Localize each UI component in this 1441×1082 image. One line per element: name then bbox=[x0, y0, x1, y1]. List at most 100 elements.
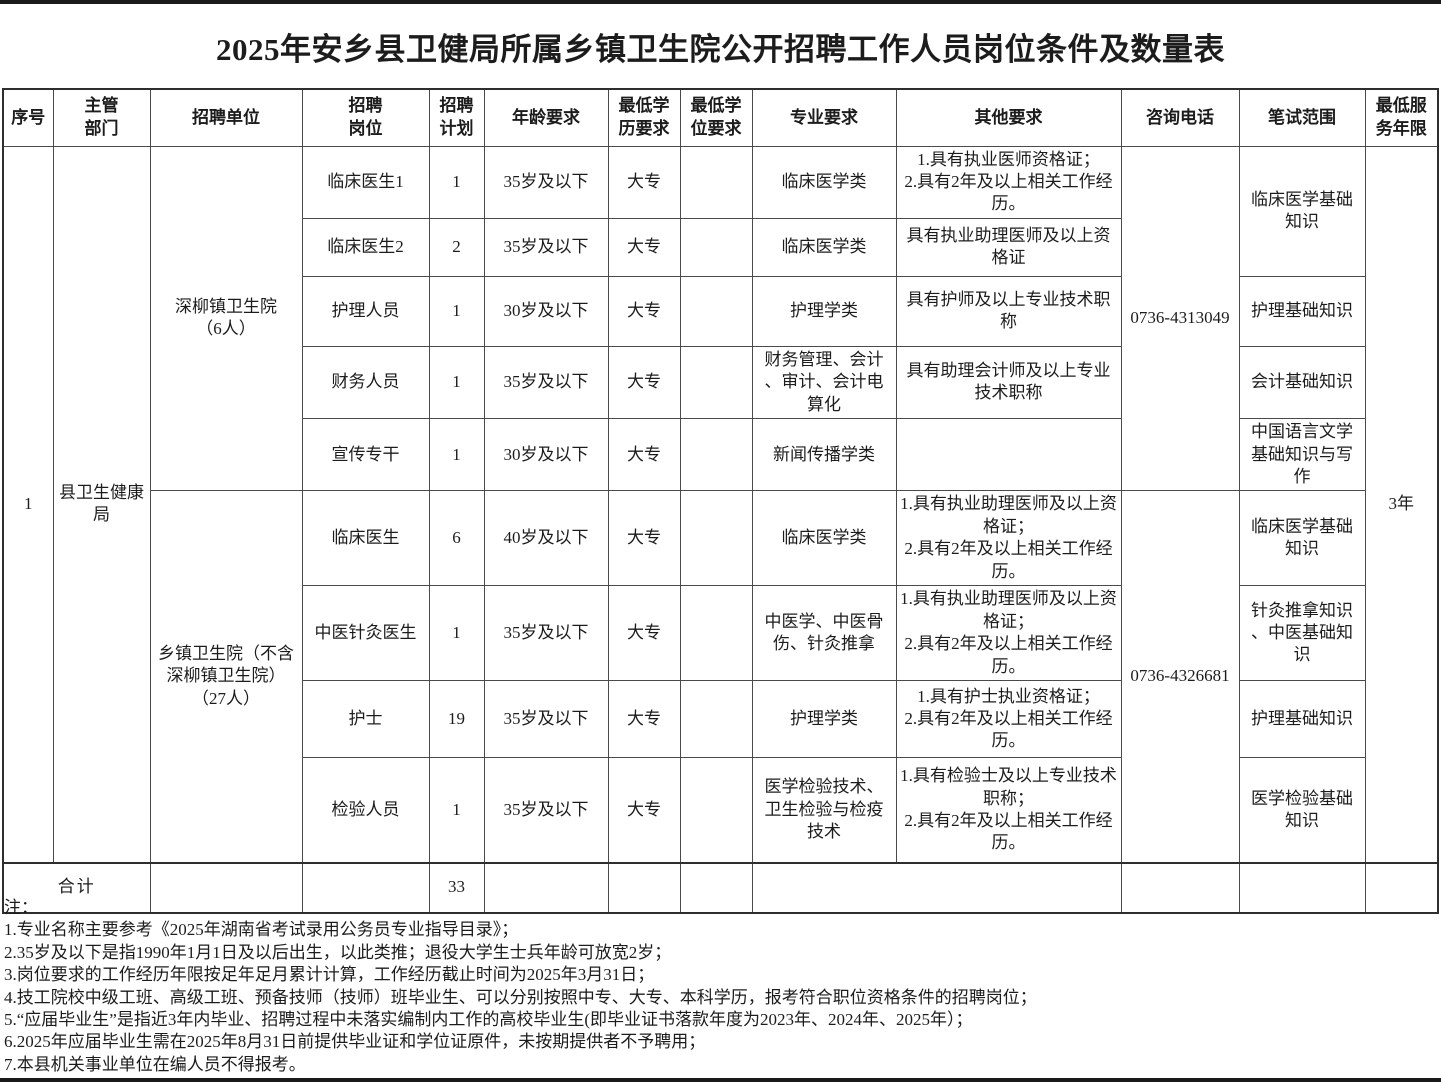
col-header-service-years: 最低服 务年限 bbox=[1364, 88, 1439, 147]
cell-other: 1.具有执业助理医师及以上资格证； 2.具有2年及以上相关工作经历。 bbox=[895, 585, 1122, 682]
bottom-border-line bbox=[0, 1078, 1441, 1082]
cell-plan: 2 bbox=[428, 217, 485, 277]
table-row: 1 县卫生健康局 深柳镇卫生院 （6人） 临床医生1 1 35岁及以下 大专 临… bbox=[2, 145, 1439, 864]
cell-education: 大专 bbox=[607, 145, 681, 219]
cell-major: 临床医学类 bbox=[751, 145, 897, 219]
cell-education: 大专 bbox=[607, 680, 681, 759]
cell-exam: 针灸推拿知识 、中医基础知 识 bbox=[1238, 585, 1366, 682]
cell-other: 1.具有护士执业资格证； 2.具有2年及以上相关工作经历。 bbox=[895, 680, 1122, 759]
cell-position: 检验人员 bbox=[301, 757, 430, 864]
cell-degree bbox=[679, 418, 753, 492]
recruitment-table: 序号 主管 部门 招聘单位 招聘 岗位 招聘 计划 年龄要求 最低学 历要求 最… bbox=[2, 88, 1439, 914]
cell-exam: 医学检验基础 知识 bbox=[1238, 757, 1366, 864]
cell-position: 护理人员 bbox=[301, 275, 430, 347]
summary-phone-empty bbox=[1120, 861, 1240, 914]
note-line-4: 4.技工院校中级工班、高级工班、预备技师（技师）班毕业生、可以分别按照中专、大专… bbox=[4, 987, 1037, 1007]
cell-education: 大专 bbox=[607, 217, 681, 277]
col-header-department: 主管 部门 bbox=[52, 88, 151, 147]
cell-degree bbox=[679, 680, 753, 759]
cell-other: 1.具有执业助理医师及以上资格证； 2.具有2年及以上相关工作经历。 bbox=[895, 490, 1122, 587]
cell-plan: 6 bbox=[428, 490, 485, 587]
cell-exam: 护理基础知识 bbox=[1238, 275, 1366, 347]
cell-plan: 1 bbox=[428, 275, 485, 347]
note-line-6: 6.2025年应届毕业生需在2025年8月31日前提供毕业证和学位证原件，未按期… bbox=[4, 1032, 706, 1052]
table-row: 护理人员 1 30岁及以下 大专 护理学类 具有护师及以上专业技术职称 护理基础… bbox=[3, 275, 1438, 347]
cell-department: 县卫生健康局 bbox=[52, 145, 151, 864]
cell-major: 财务管理、会计 、审计、会计电 算化 bbox=[751, 345, 897, 420]
notes-section: 注： 1.专业名称主要参考《2025年湖南省考试录用公务员专业指导目录》； 2.… bbox=[4, 897, 1434, 1076]
cell-major: 中医学、中医骨 伤、针灸推拿 bbox=[751, 585, 897, 682]
cell-major: 新闻传播学类 bbox=[751, 418, 897, 492]
col-header-unit: 招聘单位 bbox=[149, 88, 303, 147]
cell-plan: 19 bbox=[428, 680, 485, 759]
table-row: 护士 19 35岁及以下 大专 护理学类 1.具有护士执业资格证； 2.具有2年… bbox=[3, 680, 1438, 759]
cell-age: 35岁及以下 bbox=[483, 757, 609, 864]
summary-age-empty bbox=[483, 861, 609, 914]
summary-requirements-empty bbox=[751, 861, 1122, 914]
cell-other bbox=[895, 418, 1122, 492]
table-row: 财务人员 1 35岁及以下 大专 财务管理、会计 、审计、会计电 算化 具有助理… bbox=[3, 345, 1438, 420]
cell-plan: 1 bbox=[428, 757, 485, 864]
col-header-phone: 咨询电话 bbox=[1120, 88, 1240, 147]
cell-education: 大专 bbox=[607, 275, 681, 347]
cell-other: 1.具有检验士及以上专业技术职称； 2.具有2年及以上相关工作经历。 bbox=[895, 757, 1122, 864]
summary-row: 合计 33 bbox=[2, 861, 1439, 914]
note-line-3: 3.岗位要求的工作经历年限按足年足月累计计算，工作经历截止时间为2025年3月3… bbox=[4, 965, 655, 985]
summary-degree-empty bbox=[679, 861, 753, 914]
col-header-age: 年龄要求 bbox=[483, 88, 609, 147]
cell-other: 具有助理会计师及以上专业技术职称 bbox=[895, 345, 1122, 420]
cell-exam: 中国语言文学 基础知识与写 作 bbox=[1238, 418, 1366, 492]
table-row: 乡镇卫生院（不含 深柳镇卫生院） （27人） 临床医生 6 40岁及以下 大专 … bbox=[3, 490, 1438, 864]
cell-education: 大专 bbox=[607, 490, 681, 587]
cell-age: 35岁及以下 bbox=[483, 145, 609, 219]
cell-major: 医学检验技术、 卫生检验与检疫 技术 bbox=[751, 757, 897, 864]
cell-position: 财务人员 bbox=[301, 345, 430, 420]
cell-degree bbox=[679, 145, 753, 219]
cell-plan: 1 bbox=[428, 418, 485, 492]
note-line-7: 7.本县机关事业单位在编人员不得报考。 bbox=[4, 1054, 306, 1074]
notes-heading: 注： bbox=[4, 898, 38, 917]
cell-degree bbox=[679, 757, 753, 864]
note-line-1: 1.专业名称主要参考《2025年湖南省考试录用公务员专业指导目录》； bbox=[4, 920, 519, 940]
summary-unit-empty bbox=[149, 861, 303, 914]
cell-exam: 临床医学基础 知识 bbox=[1238, 490, 1366, 587]
cell-degree bbox=[679, 217, 753, 277]
cell-education: 大专 bbox=[607, 418, 681, 492]
cell-plan: 1 bbox=[428, 345, 485, 420]
summary-total: 33 bbox=[428, 861, 485, 914]
cell-age: 30岁及以下 bbox=[483, 418, 609, 492]
cell-major: 护理学类 bbox=[751, 680, 897, 759]
cell-major: 临床医学类 bbox=[751, 217, 897, 277]
cell-exam: 临床医学基础 知识 bbox=[1238, 145, 1366, 277]
cell-service-years: 3年 bbox=[1364, 145, 1439, 864]
cell-other: 具有执业助理医师及以上资格证 bbox=[895, 217, 1122, 277]
cell-position: 中医针灸医生 bbox=[301, 585, 430, 682]
header-row: 序号 主管 部门 招聘单位 招聘 岗位 招聘 计划 年龄要求 最低学 历要求 最… bbox=[2, 88, 1439, 147]
table-row: 检验人员 1 35岁及以下 大专 医学检验技术、 卫生检验与检疫 技术 1.具有… bbox=[3, 757, 1438, 864]
table-row: 临床医生2 2 35岁及以下 大专 临床医学类 具有执业助理医师及以上资格证 bbox=[3, 217, 1438, 277]
cell-age: 35岁及以下 bbox=[483, 217, 609, 277]
cell-position: 临床医生 bbox=[301, 490, 430, 587]
cell-education: 大专 bbox=[607, 345, 681, 420]
note-line-2: 2.35岁及以下是指1990年1月1日及以后出生，以此类推；退役大学生士兵年龄可… bbox=[4, 942, 672, 962]
cell-education: 大专 bbox=[607, 757, 681, 864]
col-header-education: 最低学 历要求 bbox=[607, 88, 681, 147]
cell-age: 35岁及以下 bbox=[483, 680, 609, 759]
table-row: 宣传专干 1 30岁及以下 大专 新闻传播学类 中国语言文学 基础知识与写 作 bbox=[3, 418, 1438, 492]
col-header-plan: 招聘 计划 bbox=[428, 88, 485, 147]
cell-exam: 护理基础知识 bbox=[1238, 680, 1366, 759]
cell-age: 35岁及以下 bbox=[483, 345, 609, 420]
cell-other: 1.具有执业医师资格证； 2.具有2年及以上相关工作经历。 bbox=[895, 145, 1122, 219]
cell-phone-township: 0736-4326681 bbox=[1120, 490, 1240, 864]
cell-position: 护士 bbox=[301, 680, 430, 759]
cell-plan: 1 bbox=[428, 585, 485, 682]
cell-age: 30岁及以下 bbox=[483, 275, 609, 347]
cell-phone-shenliu: 0736-4313049 bbox=[1120, 145, 1240, 492]
cell-other: 具有护师及以上专业技术职称 bbox=[895, 275, 1122, 347]
col-header-position: 招聘 岗位 bbox=[301, 88, 430, 147]
cell-degree bbox=[679, 275, 753, 347]
cell-education: 大专 bbox=[607, 585, 681, 682]
cell-age: 35岁及以下 bbox=[483, 585, 609, 682]
col-header-serial: 序号 bbox=[2, 88, 54, 147]
